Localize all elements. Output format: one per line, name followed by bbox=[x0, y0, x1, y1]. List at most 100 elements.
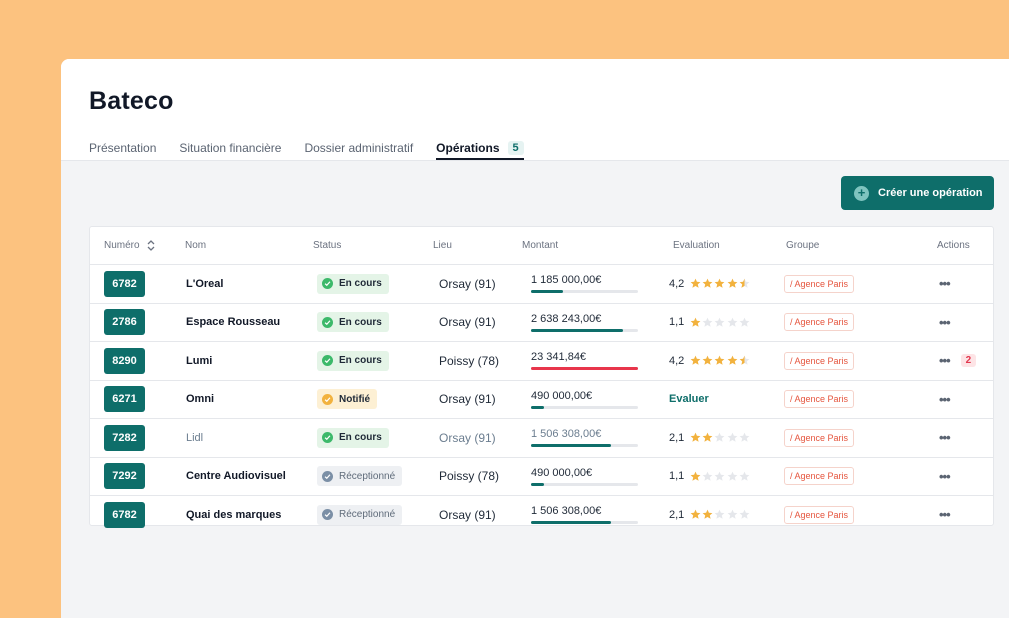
star-icon bbox=[714, 509, 725, 520]
star-icon bbox=[714, 432, 725, 443]
page-header: Bateco Présentation Situation financière… bbox=[61, 59, 1009, 161]
star-icon bbox=[690, 355, 701, 366]
more-actions-icon[interactable]: ••• bbox=[939, 314, 951, 330]
amount: 1 506 308,00€ bbox=[531, 505, 602, 518]
status-label: En cours bbox=[339, 355, 382, 367]
status-label: En cours bbox=[339, 316, 382, 328]
star-icon bbox=[727, 471, 737, 481]
status-badge: Réceptionné bbox=[317, 504, 403, 525]
more-actions-icon[interactable]: ••• bbox=[939, 430, 951, 446]
amount: 23 341,84€ bbox=[531, 351, 587, 364]
operation-name[interactable]: Lidl bbox=[186, 431, 204, 444]
star-icon bbox=[690, 471, 701, 481]
more-actions-icon[interactable]: ••• bbox=[939, 391, 951, 407]
tab-count-badge: 5 bbox=[507, 141, 524, 155]
evaluate-link[interactable]: Evaluer bbox=[669, 393, 709, 406]
operation-number[interactable]: 8290 bbox=[104, 347, 145, 374]
amount-progress-bar bbox=[531, 444, 638, 448]
star-icon bbox=[690, 317, 701, 327]
progress-fill bbox=[531, 367, 638, 371]
check-circle-icon bbox=[322, 316, 333, 328]
table-row[interactable]: 8290 Lumi En cours Poissy (78) 23 341,84… bbox=[90, 342, 993, 381]
operation-name[interactable]: Omni bbox=[186, 393, 215, 406]
group-tag[interactable]: / Agence Paris bbox=[784, 274, 855, 293]
status-label: Réceptionné bbox=[339, 470, 396, 482]
operation-number[interactable]: 7292 bbox=[104, 463, 145, 490]
status-label: En cours bbox=[339, 432, 382, 444]
operation-number[interactable]: 6271 bbox=[104, 386, 145, 413]
progress-fill bbox=[531, 521, 612, 525]
progress-fill bbox=[531, 328, 624, 332]
header-actions: Actions bbox=[937, 240, 970, 251]
check-circle-icon bbox=[322, 432, 333, 444]
star-rating bbox=[690, 355, 751, 366]
tab-label: Dossier administratif bbox=[304, 141, 414, 155]
operation-number[interactable]: 6782 bbox=[104, 501, 145, 528]
operation-name[interactable]: Lumi bbox=[186, 354, 213, 367]
evaluation-rating: 1,1 bbox=[669, 316, 751, 328]
tab-presentation[interactable]: Présentation bbox=[89, 137, 156, 159]
amount: 1 185 000,00€ bbox=[531, 274, 602, 287]
progress-fill bbox=[531, 290, 564, 294]
star-icon bbox=[702, 509, 713, 520]
evaluation-score: 1,1 bbox=[669, 470, 685, 483]
more-actions-icon[interactable]: ••• bbox=[939, 353, 951, 369]
location: Orsay (91) bbox=[439, 507, 496, 522]
location: Orsay (91) bbox=[439, 276, 496, 291]
table-row[interactable]: 2786 Espace Rousseau En cours Orsay (91)… bbox=[90, 304, 993, 342]
operation-number[interactable]: 6782 bbox=[104, 270, 145, 297]
page-title: Bateco bbox=[89, 87, 174, 115]
status-badge: Réceptionné bbox=[317, 466, 403, 487]
group-tag[interactable]: / Agence Paris bbox=[784, 313, 855, 332]
star-icon bbox=[702, 432, 713, 443]
star-icon bbox=[702, 355, 713, 366]
star-icon bbox=[727, 317, 737, 327]
group-tag[interactable]: / Agence Paris bbox=[784, 505, 855, 524]
star-icon bbox=[690, 509, 701, 520]
tab-dossier-administratif[interactable]: Dossier administratif bbox=[304, 137, 413, 159]
table-row[interactable]: 6782 L'Oreal En cours Orsay (91) 1 185 0… bbox=[90, 265, 993, 304]
evaluation-rating: 2,1 bbox=[669, 509, 751, 521]
operation-name[interactable]: L'Oreal bbox=[186, 277, 224, 290]
table-row[interactable]: 6271 Omni Notifié Orsay (91) 490 000,00€… bbox=[90, 381, 993, 419]
create-operation-button[interactable]: + Créer une opération bbox=[841, 176, 994, 210]
status-label: Réceptionné bbox=[339, 509, 396, 521]
star-icon bbox=[739, 278, 750, 289]
star-icon bbox=[690, 278, 701, 289]
star-rating bbox=[690, 509, 751, 520]
more-actions-icon[interactable]: ••• bbox=[939, 468, 951, 484]
tab-operations[interactable]: Opérations 5 bbox=[436, 137, 525, 160]
amount: 490 000,00€ bbox=[531, 466, 593, 479]
tab-bar: Présentation Situation financière Dossie… bbox=[89, 137, 547, 160]
tab-situation-financiere[interactable]: Situation financière bbox=[179, 137, 281, 159]
header-evaluation: Evaluation bbox=[673, 240, 720, 251]
star-icon bbox=[739, 509, 750, 520]
status-label: En cours bbox=[339, 278, 382, 290]
evaluation-score: 2,1 bbox=[669, 431, 685, 444]
evaluation-score: 1,1 bbox=[669, 316, 685, 329]
operation-number[interactable]: 2786 bbox=[104, 309, 145, 336]
star-icon bbox=[727, 432, 737, 443]
table-row[interactable]: 7282 Lidl En cours Orsay (91) 1 506 308,… bbox=[90, 419, 993, 458]
group-tag[interactable]: / Agence Paris bbox=[784, 351, 855, 370]
more-actions-icon[interactable]: ••• bbox=[939, 276, 951, 292]
amount: 1 506 308,00€ bbox=[531, 428, 602, 441]
received-check-icon bbox=[322, 470, 333, 482]
alert-count-badge: 2 bbox=[960, 354, 977, 368]
operation-number[interactable]: 7282 bbox=[104, 424, 145, 451]
group-tag[interactable]: / Agence Paris bbox=[784, 467, 855, 486]
operation-name[interactable]: Quai des marques bbox=[186, 508, 282, 521]
table-header: Numéro Nom Status Lieu Montant Evaluatio… bbox=[90, 227, 993, 265]
operation-name[interactable]: Centre Audiovisuel bbox=[186, 470, 286, 483]
star-icon bbox=[714, 471, 725, 481]
group-tag[interactable]: / Agence Paris bbox=[784, 390, 855, 409]
operation-name[interactable]: Espace Rousseau bbox=[186, 316, 281, 329]
tab-label: Opérations bbox=[436, 141, 500, 155]
create-operation-label: Créer une opération bbox=[878, 187, 983, 199]
sort-icon bbox=[147, 240, 155, 251]
group-tag[interactable]: / Agence Paris bbox=[784, 428, 855, 447]
table-row[interactable]: 7292 Centre Audiovisuel Réceptionné Pois… bbox=[90, 458, 993, 496]
header-numero[interactable]: Numéro bbox=[104, 240, 155, 251]
table-row[interactable]: 6782 Quai des marques Réceptionné Orsay … bbox=[90, 496, 993, 534]
more-actions-icon[interactable]: ••• bbox=[939, 507, 951, 523]
